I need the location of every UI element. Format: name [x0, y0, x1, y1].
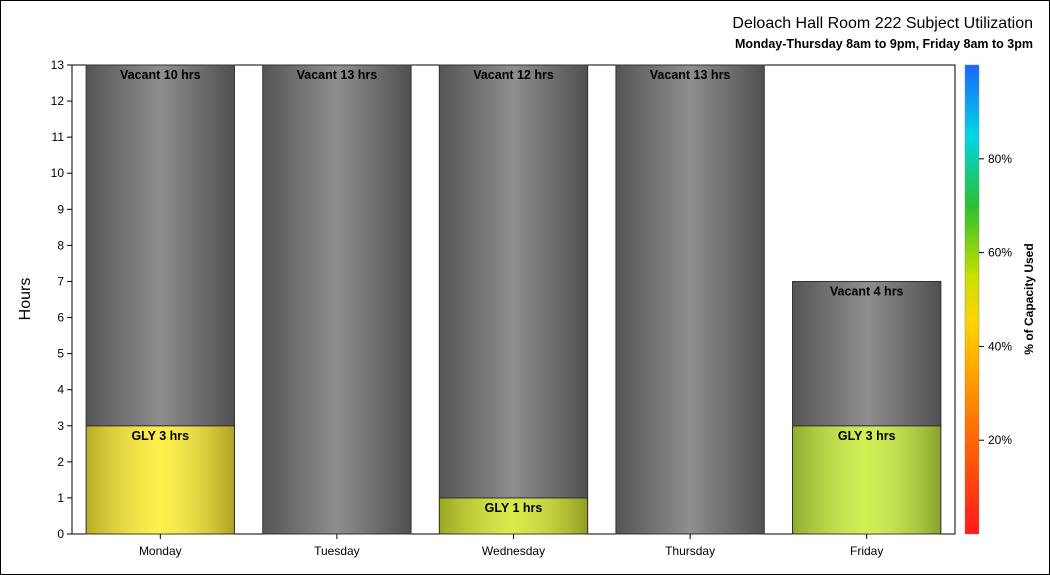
y-tick-label: 3 — [57, 419, 64, 433]
bar-vacant-segment — [438, 64, 589, 499]
bar-data-label: GLY 1 hrs — [485, 501, 543, 515]
y-tick-label: 9 — [57, 202, 64, 216]
colorbar-tick-label: 40% — [988, 339, 1012, 353]
bar-vacant-segment — [262, 64, 412, 535]
colorbar-tick-label: 20% — [988, 433, 1012, 447]
bar-data-label: GLY 3 hrs — [838, 429, 896, 443]
bar-vacant-segment — [85, 64, 235, 427]
bar-data-label: Vacant 13 hrs — [297, 68, 378, 82]
bar-shading — [86, 425, 235, 534]
bar-data-label: GLY 3 hrs — [131, 429, 189, 443]
bar-vacant-segment — [792, 280, 942, 427]
bar-data-label: Vacant 4 hrs — [830, 284, 904, 298]
colorbar-title: % of Capacity Used — [1022, 243, 1036, 354]
colorbar-ticks: 20% 40% 60% 80% — [979, 152, 1012, 447]
y-tick-label: 5 — [57, 347, 64, 361]
bar-data-label: Vacant 10 hrs — [120, 68, 201, 82]
y-tick-label: 13 — [51, 58, 65, 72]
y-tick-label: 10 — [51, 166, 65, 180]
y-tick-label: 1 — [57, 491, 64, 505]
bar-data-label: Vacant 13 hrs — [650, 68, 731, 82]
chart-subtitle: Monday-Thursday 8am to 9pm, Friday 8am t… — [735, 37, 1033, 51]
y-tick-label: 0 — [57, 527, 64, 541]
y-tick-label: 12 — [51, 94, 65, 108]
y-axis-label: Hours — [17, 278, 34, 321]
bar-shading — [439, 497, 588, 534]
colorbar — [964, 64, 980, 535]
y-tick-label: 8 — [57, 238, 64, 252]
y-tick-label: 6 — [57, 311, 64, 325]
x-category-label: Monday — [139, 544, 182, 558]
bar-shading — [792, 425, 941, 534]
colorbar-tick-label: 80% — [988, 152, 1012, 166]
y-tick-label: 4 — [57, 383, 64, 397]
y-tick-label: 2 — [57, 455, 64, 469]
x-category-label: Tuesday — [314, 544, 360, 558]
x-category-label: Friday — [850, 544, 883, 558]
y-tick-label: 7 — [57, 274, 64, 288]
bar-vacant-segment — [615, 64, 765, 535]
y-tick-label: 11 — [52, 130, 65, 144]
colorbar-tick-label: 60% — [988, 246, 1012, 260]
chart-title: Deloach Hall Room 222 Subject Utilizatio… — [732, 15, 1033, 32]
x-category-label: Wednesday — [482, 544, 545, 558]
bar-data-label: Vacant 12 hrs — [473, 68, 554, 82]
x-category-label: Thursday — [665, 544, 715, 558]
